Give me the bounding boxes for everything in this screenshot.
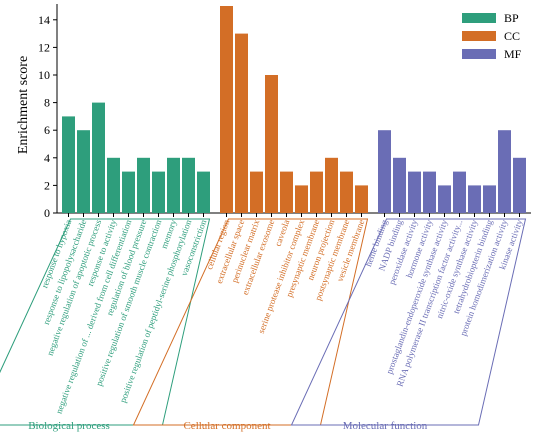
legend-label: CC	[504, 29, 520, 43]
bar-bp	[152, 171, 165, 213]
bar-cc	[220, 6, 233, 213]
bar-mf	[453, 171, 466, 213]
bar-bp	[182, 157, 195, 213]
group-label: Biological process	[28, 420, 110, 432]
legend: BP CC MF	[462, 11, 522, 61]
bar-cc	[235, 33, 248, 213]
bar-cc	[340, 171, 353, 213]
bar-cc	[355, 185, 368, 213]
bar-mf	[423, 171, 436, 213]
bar-mf	[483, 185, 496, 213]
bar-mf	[378, 130, 391, 213]
y-tick-label: 6	[44, 123, 50, 137]
legend-swatch-cc	[462, 31, 496, 41]
bar-bp	[197, 171, 210, 213]
group-label: Cellular component	[183, 420, 270, 432]
y-tick-label: 12	[38, 40, 50, 54]
bar-cc	[295, 185, 308, 213]
bar-mf	[513, 157, 526, 213]
legend-swatch-mf	[462, 49, 496, 59]
legend-swatch-bp	[462, 13, 496, 23]
bar-cc	[265, 75, 278, 213]
bar-mf	[408, 171, 421, 213]
group-bracket-mf	[290, 218, 527, 426]
bar-mf	[438, 185, 451, 213]
y-tick-label: 10	[38, 68, 50, 82]
bar-cc	[325, 157, 338, 213]
bar-bp	[167, 157, 180, 213]
bar-bp	[62, 116, 75, 213]
group-label: Molecular function	[343, 420, 428, 432]
bar-mf	[468, 185, 481, 213]
y-tick-label: 4	[44, 151, 50, 165]
bar-bp	[122, 171, 135, 213]
y-axis-label: Enrichment score	[16, 56, 31, 154]
y-tick-label: 0	[44, 206, 50, 220]
bar-cc	[310, 171, 323, 213]
bar-cc	[280, 171, 293, 213]
y-tick-label: 14	[38, 13, 50, 27]
y-tick-label: 2	[44, 178, 50, 192]
bar-bp	[107, 157, 120, 213]
bar-bp	[137, 157, 150, 213]
bar-bp	[77, 130, 90, 213]
bar-mf	[498, 130, 511, 213]
bar-bp	[92, 102, 105, 213]
bar-mf	[393, 157, 406, 213]
y-tick-label: 8	[44, 96, 50, 110]
legend-label: MF	[504, 47, 522, 61]
legend-label: BP	[504, 11, 519, 25]
bar-cc	[250, 171, 263, 213]
